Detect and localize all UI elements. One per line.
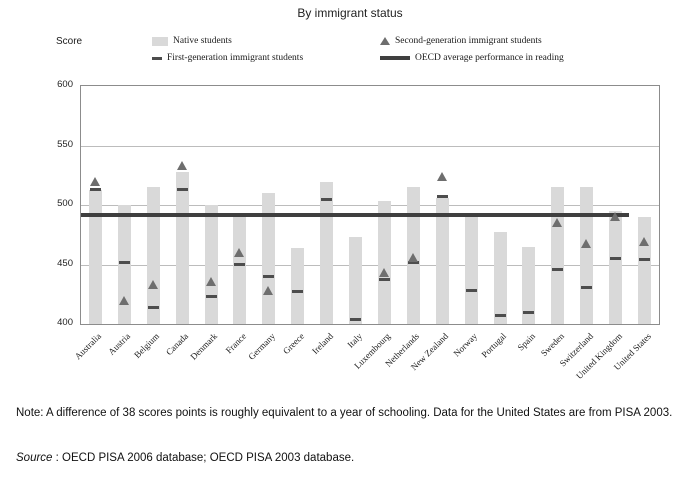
native-bar bbox=[493, 232, 507, 324]
second-gen-marker bbox=[147, 280, 158, 290]
first-gen-marker bbox=[639, 258, 651, 262]
legend-item-native: Native students bbox=[152, 36, 380, 46]
native-bar bbox=[609, 210, 623, 324]
second-gen-marker bbox=[118, 295, 129, 305]
x-category-label: France bbox=[223, 331, 249, 356]
legend-label-oecd: OECD average performance in reading bbox=[415, 53, 564, 63]
native-bar bbox=[377, 201, 391, 324]
first-gen-marker bbox=[378, 278, 390, 282]
first-gen-marker bbox=[89, 188, 101, 192]
second-gen-marker bbox=[176, 161, 187, 171]
second-gen-triangle-icon bbox=[380, 37, 390, 45]
native-bar bbox=[146, 187, 160, 324]
plot-area bbox=[80, 85, 660, 325]
y-tick-label: 550 bbox=[57, 138, 73, 150]
first-gen-marker bbox=[205, 295, 217, 299]
second-gen-marker bbox=[407, 252, 418, 262]
oecd-line-swatch bbox=[380, 56, 410, 60]
first-gen-marker bbox=[436, 195, 448, 199]
second-gen-marker bbox=[89, 176, 100, 186]
native-bar bbox=[464, 216, 478, 324]
note-text: Note: A difference of 38 scores points i… bbox=[16, 407, 673, 419]
native-bar bbox=[349, 237, 363, 324]
first-gen-dash-icon bbox=[152, 56, 162, 60]
y-axis-title: Score bbox=[56, 36, 83, 47]
second-gen-marker bbox=[552, 218, 563, 228]
native-bar bbox=[88, 189, 102, 324]
gridline bbox=[81, 264, 659, 266]
first-gen-marker bbox=[407, 260, 419, 264]
first-gen-marker bbox=[234, 263, 246, 266]
native-bar-swatch bbox=[152, 36, 168, 46]
native-bar bbox=[522, 246, 536, 324]
second-gen-marker bbox=[205, 276, 216, 286]
legend-item-first-gen: First-generation immigrant students bbox=[152, 53, 380, 63]
x-category-label: Austria bbox=[106, 331, 133, 357]
gridline bbox=[81, 205, 659, 206]
first-gen-marker bbox=[263, 274, 275, 278]
legend-label-second-gen: Second-generation immigrant students bbox=[395, 36, 542, 46]
x-category-label: Greece bbox=[280, 331, 306, 357]
x-category-label: Canada bbox=[164, 331, 191, 358]
first-gen-marker bbox=[147, 305, 159, 309]
native-bar bbox=[291, 247, 305, 324]
second-gen-marker bbox=[436, 171, 447, 181]
x-category-label: Germany bbox=[246, 331, 277, 362]
native-bar bbox=[117, 205, 131, 324]
gridline bbox=[81, 145, 659, 147]
first-gen-marker bbox=[610, 257, 622, 261]
native-bar bbox=[320, 182, 334, 324]
second-gen-marker bbox=[234, 248, 245, 258]
native-bar bbox=[638, 216, 652, 324]
x-category-label: Spain bbox=[515, 331, 538, 353]
source-label: Source bbox=[16, 452, 53, 464]
first-gen-marker bbox=[321, 197, 333, 201]
chart-title: By immigrant status bbox=[297, 6, 403, 20]
native-bar bbox=[580, 187, 594, 324]
first-gen-marker bbox=[523, 310, 535, 314]
legend-item-oecd: OECD average performance in reading bbox=[380, 53, 564, 63]
first-gen-marker bbox=[118, 260, 130, 264]
legend-row: Native students Second-generation immigr… bbox=[152, 36, 632, 46]
source-text: Source : OECD PISA 2006 database; OECD P… bbox=[16, 452, 354, 464]
legend-label-first-gen: First-generation immigrant students bbox=[167, 53, 304, 63]
first-gen-marker bbox=[465, 289, 477, 293]
second-gen-marker bbox=[378, 268, 389, 278]
y-tick-label: 400 bbox=[57, 317, 73, 328]
source-rest: : OECD PISA 2006 database; OECD PISA 200… bbox=[52, 452, 355, 464]
x-category-label: Sweden bbox=[538, 331, 566, 359]
first-gen-marker bbox=[581, 285, 593, 289]
second-gen-marker bbox=[263, 286, 274, 296]
x-category-label: Belgium bbox=[132, 331, 162, 360]
y-tick-label: 600 bbox=[57, 79, 73, 90]
legend-label-native: Native students bbox=[173, 36, 232, 46]
legend-item-second-gen: Second-generation immigrant students bbox=[380, 36, 542, 46]
second-gen-marker bbox=[581, 238, 592, 248]
x-category-label: Italy bbox=[344, 331, 364, 350]
native-bar bbox=[233, 213, 247, 324]
native-bar bbox=[551, 187, 565, 324]
x-category-label: Ireland bbox=[309, 331, 335, 357]
native-bar bbox=[435, 197, 449, 324]
x-category-label: Norway bbox=[451, 331, 480, 359]
y-tick-label: 450 bbox=[57, 257, 73, 269]
second-gen-marker bbox=[639, 237, 650, 247]
first-gen-marker bbox=[350, 317, 362, 321]
native-bar bbox=[175, 171, 189, 324]
legend-row: First-generation immigrant students OECD… bbox=[152, 53, 632, 63]
x-category-label: Australia bbox=[73, 331, 104, 362]
x-category-label: Denmark bbox=[188, 331, 220, 362]
y-tick-label: 500 bbox=[57, 198, 73, 209]
x-category-label: Portugal bbox=[479, 331, 509, 360]
legend: Native students Second-generation immigr… bbox=[152, 36, 632, 70]
first-gen-marker bbox=[552, 267, 564, 271]
native-bar bbox=[204, 205, 218, 324]
oecd-average-line bbox=[81, 212, 629, 217]
first-gen-marker bbox=[176, 188, 188, 192]
first-gen-marker bbox=[494, 314, 506, 318]
first-gen-marker bbox=[292, 290, 304, 294]
second-gen-marker bbox=[610, 212, 621, 222]
